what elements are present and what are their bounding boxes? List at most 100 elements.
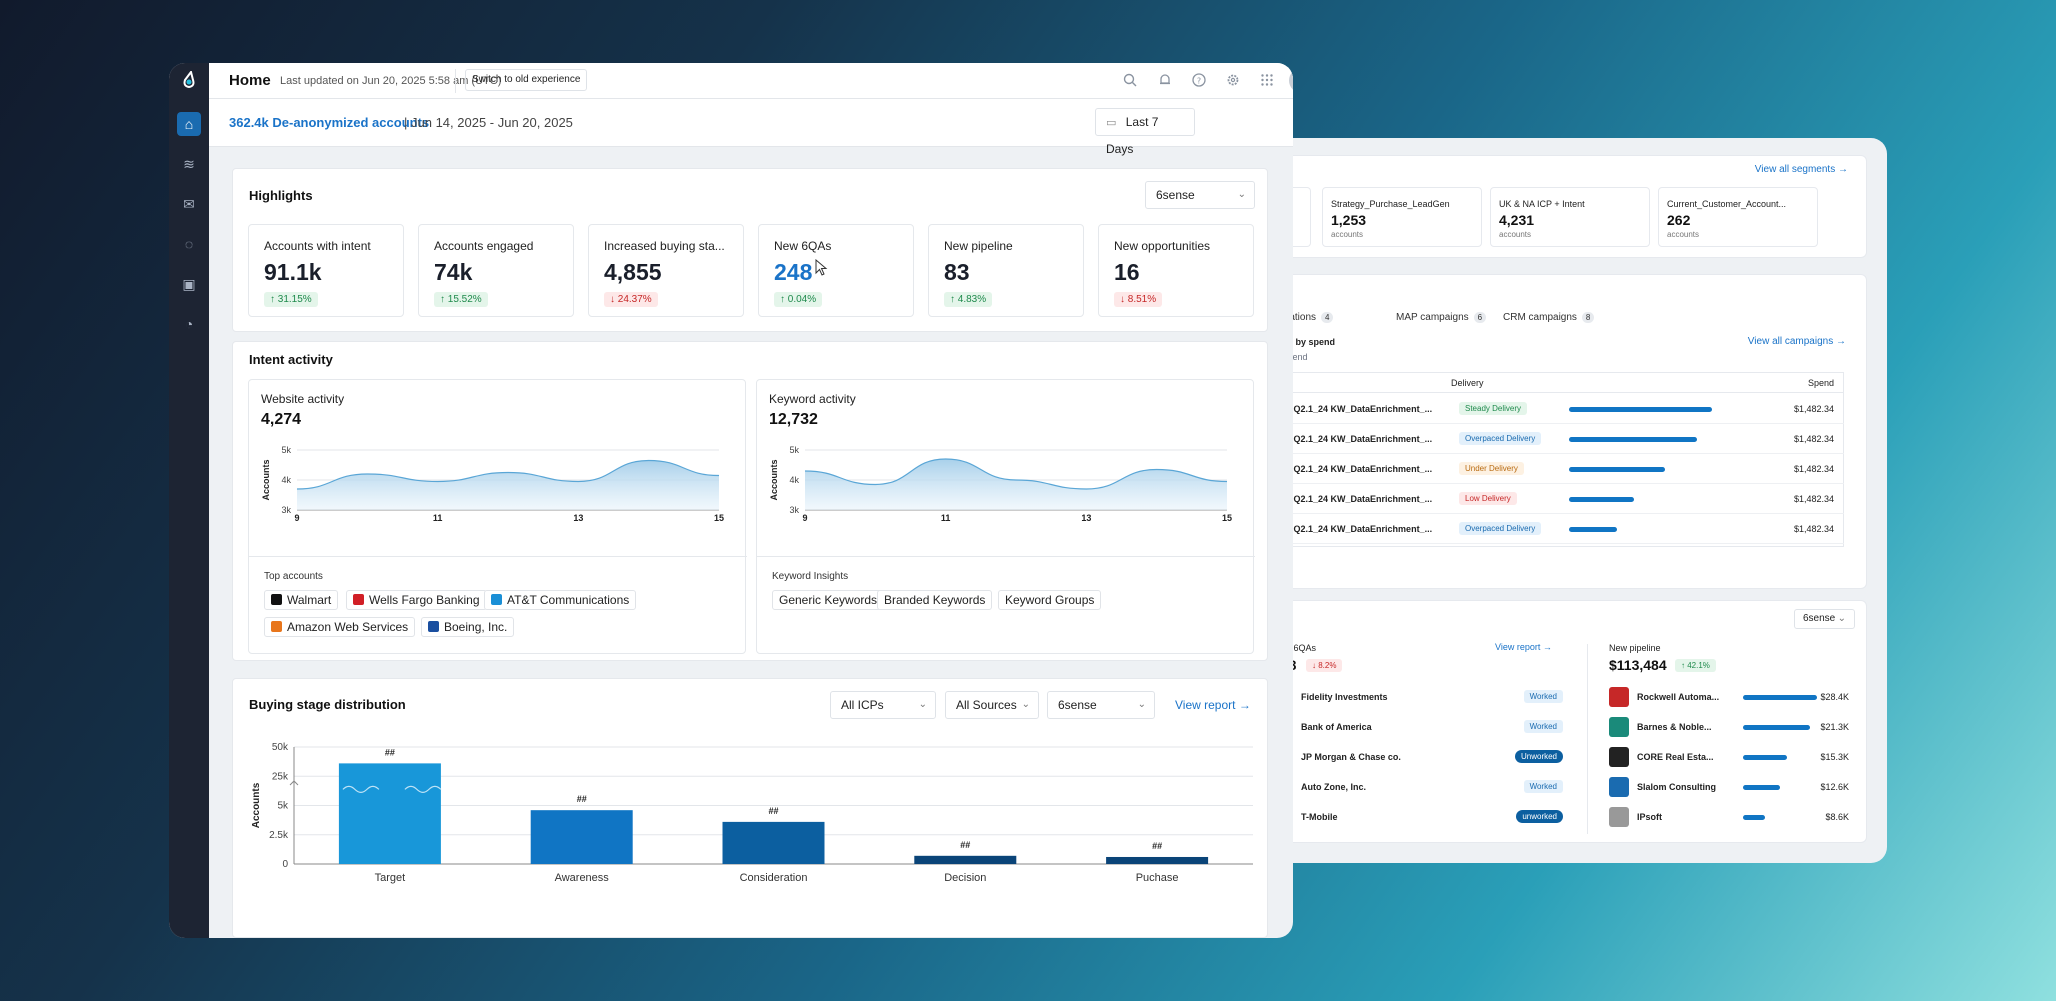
- company-logo-icon: [1609, 747, 1629, 767]
- list-item[interactable]: Bank of America Worked: [1273, 715, 1573, 739]
- app-logo[interactable]: [180, 69, 198, 89]
- segment-count: 4,231: [1499, 212, 1535, 228]
- kpi-tile[interactable]: Increased buying sta... 4,855 ↓ 24.37%: [588, 224, 744, 317]
- buying-source-select[interactable]: 6sense ⌄: [1047, 691, 1155, 719]
- keyword-activity-value: 12,732: [769, 411, 818, 428]
- kpi-delta-value: 0.04%: [787, 294, 817, 305]
- kpi-value: 4,855: [604, 259, 662, 285]
- highlights-source-value: 6sense: [1156, 188, 1195, 202]
- divider: [249, 556, 747, 557]
- bar[interactable]: [1106, 856, 1209, 864]
- account-chip[interactable]: AT&T Communications: [484, 590, 637, 610]
- gauge-icon[interactable]: ◔: [184, 316, 194, 332]
- bulb-icon[interactable]: ◌: [184, 236, 194, 252]
- list-item[interactable]: Rockwell Automa... $28.4K: [1609, 685, 1849, 709]
- period-select-button[interactable]: ▭ Last 7 Days: [1095, 108, 1195, 156]
- calendar-icon: ▭: [1106, 117, 1117, 129]
- kpi-tile[interactable]: Accounts engaged 74k ↑ 15.52%: [418, 224, 574, 317]
- keyword-chip[interactable]: Branded Keywords: [877, 590, 993, 610]
- table-row[interactable]: 6s for 6s: Q2.1_24 KW_DataEnrichment_...…: [1251, 394, 1844, 424]
- table-row[interactable]: 6s for 6s: Q2.1_24 KW_DataEnrichment_...…: [1251, 484, 1844, 514]
- campaign-tab[interactable]: MAP campaigns 6: [1396, 312, 1487, 323]
- list-item[interactable]: Slalom Consulting $12.6K: [1609, 775, 1849, 799]
- campaign-tab[interactable]: CRM campaigns 8: [1503, 312, 1595, 323]
- account-name: Boeing, Inc.: [444, 620, 508, 634]
- apps-grid-icon[interactable]: [1259, 73, 1275, 89]
- home-icon[interactable]: ⌂: [177, 112, 201, 136]
- website-activity-panel: Website activity 4,274 5k 4k 3k Accounts 9 11…: [248, 379, 747, 654]
- x-tick-label: 15: [714, 513, 724, 523]
- list-item[interactable]: Fidelity Investments Worked: [1273, 685, 1573, 709]
- highlights-source-select[interactable]: 6sense ⌄: [1145, 181, 1255, 209]
- keyword-chip[interactable]: Generic Keywords: [772, 590, 885, 610]
- company-name: Slalom Consulting: [1637, 782, 1717, 792]
- tab-count-badge: 8: [1581, 312, 1595, 323]
- table-row[interactable]: 6s for 6s: Q2.1_24 KW_DataEnrichment_...…: [1251, 424, 1844, 454]
- account-name: Walmart: [287, 593, 332, 607]
- list-item[interactable]: T-Mobile unworked: [1273, 805, 1573, 829]
- date-range: | Jun 14, 2025 - Jun 20, 2025: [404, 115, 573, 130]
- col-spend: Spend: [1807, 378, 1834, 388]
- y-tick-label: 50k: [272, 742, 289, 753]
- spend-value: $1,482.34: [1793, 494, 1834, 504]
- list-item[interactable]: Auto Zone, Inc. Worked: [1273, 775, 1573, 799]
- kpi-tile[interactable]: New 6QAs 248 ↑ 0.04%: [758, 224, 914, 317]
- view-all-segments-link[interactable]: View all segments →: [1754, 164, 1848, 175]
- source-select[interactable]: 6sense ⌄: [1794, 609, 1855, 629]
- accounts-pipeline-card: 6sense⌄ New 6QAs View report → 248 ↓ 8.2…: [1250, 600, 1867, 843]
- segment-tile[interactable]: UK & NA ICP + Intent 4,231 accounts: [1490, 187, 1650, 247]
- kpi-tile[interactable]: Accounts with intent 91.1k ↑ 31.15%: [248, 224, 404, 317]
- view-report-link-back[interactable]: View report →: [1495, 642, 1552, 652]
- help-icon[interactable]: ?: [1191, 73, 1207, 89]
- bell-icon[interactable]: [1157, 73, 1173, 89]
- company-logo-icon: [428, 621, 439, 632]
- bar-data-label: ##: [960, 840, 970, 850]
- search-icon[interactable]: [1122, 73, 1138, 89]
- top-bar: Home Last updated on Jun 20, 2025 5:58 a…: [209, 63, 1293, 99]
- worked-status-badge: unworked: [1516, 810, 1563, 823]
- account-chip[interactable]: Wells Fargo Banking: [346, 590, 487, 610]
- kpi-tile[interactable]: New pipeline 83 ↑ 4.83%: [928, 224, 1084, 317]
- view-all-campaigns-link[interactable]: View all campaigns →: [1747, 336, 1846, 347]
- sources-filter-select[interactable]: All Sources ⌄: [945, 691, 1039, 719]
- segment-tile[interactable]: Strategy_Purchase_LeadGen 1,253 accounts: [1322, 187, 1482, 247]
- account-chip[interactable]: Walmart: [264, 590, 339, 610]
- y-axis-label: Accounts: [769, 459, 779, 500]
- avatar[interactable]: [1289, 68, 1293, 93]
- table-row[interactable]: 6s for 6s: Q2.1_24 KW_DataEnrichment_...…: [1251, 454, 1844, 484]
- company-logo-icon: [1609, 777, 1629, 797]
- bar[interactable]: [722, 821, 825, 864]
- segment-tile[interactable]: Current_Customer_Account... 262 accounts: [1658, 187, 1818, 247]
- view-report-link[interactable]: View report →: [1175, 698, 1251, 712]
- kpi-tile[interactable]: New opportunities 16 ↓ 8.51%: [1098, 224, 1254, 317]
- account-name: Amazon Web Services: [287, 620, 409, 634]
- delivery-status-badge: Low Delivery: [1459, 492, 1517, 505]
- keyword-chip[interactable]: Keyword Groups: [998, 590, 1102, 610]
- intent-activity-card: Intent activity Website activity 4,274 5…: [232, 341, 1268, 661]
- list-item[interactable]: Barnes & Noble... $21.3K: [1609, 715, 1849, 739]
- account-chip[interactable]: Boeing, Inc.: [421, 617, 515, 637]
- bar[interactable]: [338, 763, 441, 864]
- keyword-activity-chart: 5k4k3kAccounts9111315JuneJune: [769, 445, 1232, 525]
- icp-filter-select[interactable]: All ICPs ⌄: [830, 691, 936, 719]
- megaphone-icon[interactable]: ✉: [183, 196, 195, 212]
- layers-icon[interactable]: ≋: [183, 156, 195, 172]
- deanonymized-accounts-link[interactable]: 362.4k De-anonymized accounts: [229, 115, 430, 130]
- list-item[interactable]: IPsoft $8.6K: [1609, 805, 1849, 829]
- list-item[interactable]: CORE Real Esta... $15.3K: [1609, 745, 1849, 769]
- company-logo-icon: [1609, 807, 1629, 827]
- switch-experience-button[interactable]: Switch to old experience: [465, 69, 588, 91]
- account-chip[interactable]: Amazon Web Services: [264, 617, 416, 637]
- table-row[interactable]: 6s for 6s: Q2.1_24 KW_DataEnrichment_...…: [1251, 514, 1844, 544]
- report-icon[interactable]: ▣: [182, 276, 196, 292]
- gear-icon[interactable]: [1225, 73, 1241, 89]
- x-tick-label: 9: [294, 513, 299, 523]
- divider: [1587, 644, 1588, 834]
- bar[interactable]: [914, 855, 1017, 864]
- bar[interactable]: [530, 810, 633, 864]
- list-item[interactable]: JP Morgan & Chase co. Unworked: [1273, 745, 1573, 769]
- x-tick-sublabel: June: [290, 524, 310, 525]
- campaigns-title: ampaigns by spend: [1251, 337, 1336, 347]
- top-accounts-label: Top accounts: [264, 571, 323, 582]
